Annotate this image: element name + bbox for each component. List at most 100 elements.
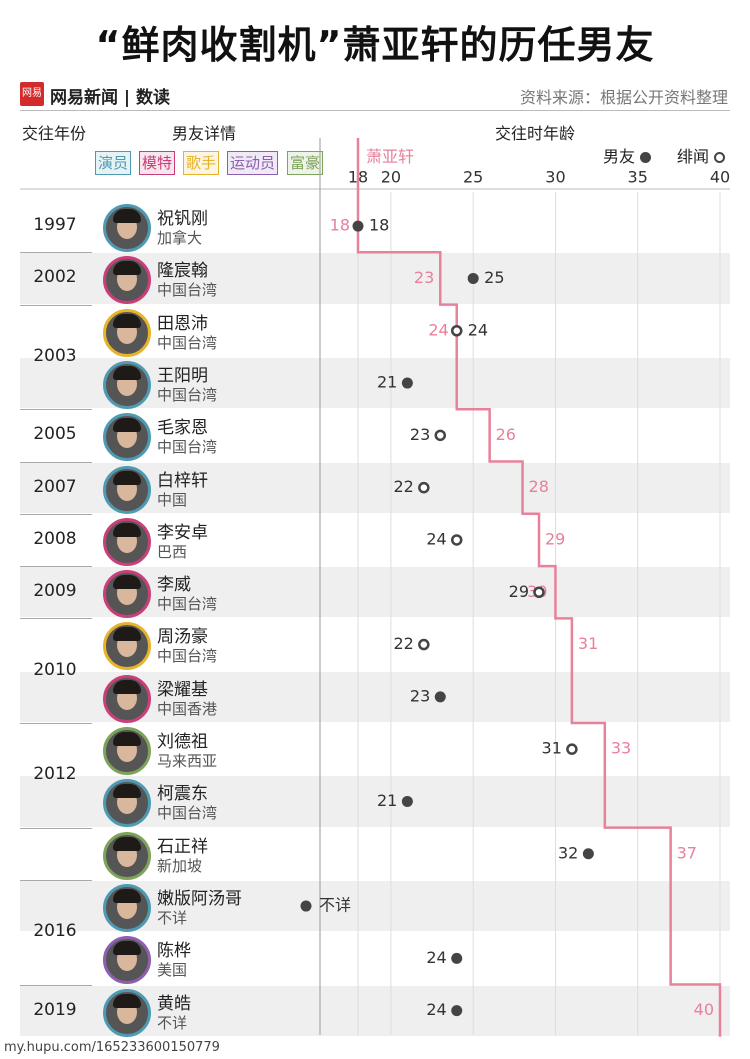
avatar: [103, 831, 151, 880]
boyfriend-point: [401, 377, 413, 389]
page-title: “鲜肉收割机”萧亚轩的历任男友: [95, 23, 655, 67]
category-tag: 富豪: [287, 151, 324, 175]
rumor-legend: 绯闻: [677, 143, 726, 167]
subject-age-label: 24: [428, 320, 448, 339]
year-separator: [20, 461, 92, 463]
avatar: [103, 517, 151, 566]
boyfriend-age-label: 21: [377, 791, 397, 810]
boyfriend-age-label: 31: [542, 739, 562, 758]
boyfriend-age-label: 18: [369, 216, 389, 235]
boyfriend-name: 田恩沛: [157, 313, 208, 334]
boyfriend-name: 祝钒刚: [157, 209, 208, 229]
brand-name: 网易新闻: [50, 88, 118, 108]
boyfriend-age-label: 24: [468, 320, 488, 339]
avatar: [103, 622, 151, 671]
year-label: 2007: [33, 476, 77, 497]
avatar-hair: [113, 784, 141, 799]
avatar-hair: [113, 836, 141, 851]
boyfriend-origin: 中国台湾: [157, 647, 218, 666]
year-label: 2008: [33, 528, 77, 549]
subject-age-label: 29: [545, 529, 565, 548]
subject-age-label: 28: [529, 477, 549, 496]
subject-age-step-line: [356, 138, 722, 1037]
boyfriend-origin: 加拿大: [157, 229, 203, 247]
avatar: [103, 204, 151, 252]
boyfriend-name: 毛家恩: [157, 418, 208, 439]
boyfriend-name: 刘德祖: [157, 732, 208, 752]
subject-age-label: 33: [611, 739, 631, 758]
year-separator: [20, 618, 92, 620]
avatar-hair: [113, 470, 141, 485]
avatar: [103, 256, 151, 305]
boyfriend-name: 李安卓: [157, 522, 208, 543]
avatar: [103, 779, 151, 828]
rumor-point: [450, 325, 463, 337]
boyfriend-age-label: 25: [484, 268, 504, 287]
avatar-hair: [113, 418, 141, 433]
subject-age-label: 31: [578, 634, 598, 653]
boyfriend-name: 隆宸翰: [157, 261, 208, 282]
subject-age-label: 23: [414, 268, 434, 287]
year-label: 2016: [33, 921, 77, 942]
avatar: [103, 308, 151, 357]
boyfriend-origin: 不详: [157, 908, 188, 927]
boyfriend-origin: 中国香港: [157, 699, 218, 718]
boyfriend-origin: 不详: [157, 1013, 188, 1032]
avatar-hair: [113, 993, 141, 1008]
boyfriend-age-label: 24: [426, 948, 446, 967]
boyfriend-origin: 中国台湾: [157, 595, 218, 614]
boyfriend-point: [582, 848, 594, 860]
boyfriend-point: [352, 220, 364, 232]
boyfriend-origin: 新加坡: [157, 856, 203, 875]
year-label: 2012: [33, 764, 77, 785]
year-label: 2005: [33, 424, 77, 445]
rumor-point: [418, 638, 430, 651]
boyfriend-age-label: 32: [558, 843, 578, 862]
year-separator: [20, 879, 92, 881]
rumor-point: [566, 743, 578, 755]
year-separator: [20, 566, 92, 568]
subject-label: 萧亚轩: [366, 147, 415, 166]
rumor-point: [418, 481, 430, 494]
year-label: 2010: [33, 659, 77, 680]
boyfriend-age-label: 24: [426, 1000, 446, 1019]
source-note: 资料来源：根据公开资料整理: [519, 88, 728, 107]
year-label: 1997: [33, 215, 77, 236]
boyfriend-origin: 中国: [157, 490, 188, 509]
avatar-hair: [113, 313, 141, 328]
avatar-hair: [113, 209, 141, 223]
avatar-hair: [113, 365, 141, 380]
avatar: [103, 988, 151, 1037]
subject-age-label: 37: [677, 843, 697, 862]
rumor-point: [533, 586, 545, 598]
footer-url: my.hupu.com/165233600150779: [4, 1040, 220, 1055]
year-separator: [20, 252, 92, 254]
year-label: 2002: [33, 267, 77, 288]
avatar: [103, 360, 151, 409]
age-header: 交往时年龄: [495, 124, 576, 143]
boyfriend-age-label: 23: [410, 686, 430, 705]
rumor-legend-label: 绯闻: [677, 147, 710, 166]
boyfriend-origin: 中国台湾: [157, 281, 218, 300]
avatar: [103, 674, 151, 723]
year-label: 2019: [33, 999, 77, 1020]
boyfriend-origin: 中国台湾: [157, 804, 218, 823]
year-separator: [20, 984, 92, 986]
boyfriend-point: [434, 691, 446, 703]
column-name: 数读: [136, 88, 171, 108]
avatar-hair: [113, 522, 141, 537]
subject-age-label: 40: [694, 1000, 714, 1019]
avatar-hair: [113, 627, 141, 642]
x-tick-label: 25: [463, 168, 483, 187]
boyfriend-dot-icon: [640, 152, 652, 163]
boyfriend-point: [401, 795, 413, 807]
boyfriend-name: 陈桦: [157, 941, 191, 962]
x-tick-label: 35: [628, 168, 648, 187]
boyfriend-age-label: 22: [393, 477, 413, 496]
source-brand: 网易新闻 | 数读: [50, 88, 171, 108]
divider: [20, 110, 730, 111]
avatar: [103, 936, 151, 985]
boyfriend-name: 柯震东: [157, 784, 208, 805]
boyfriend-point: [451, 1005, 463, 1017]
